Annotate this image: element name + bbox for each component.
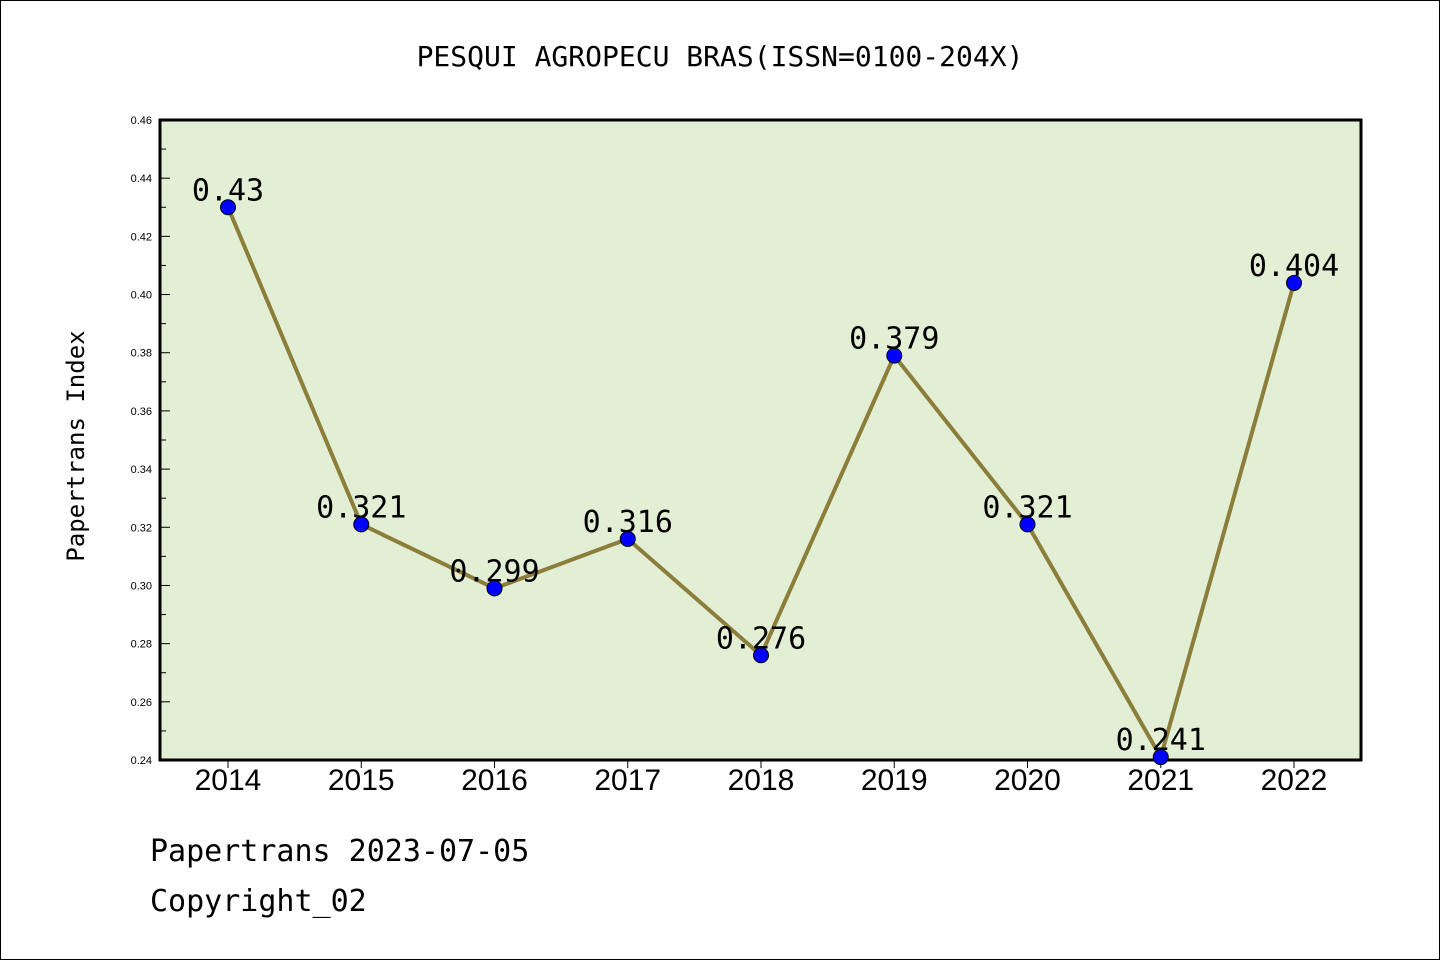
x-axis-ticks: 2014 2015 2016 2017 2018 2019 2020 2021 2022 [195, 760, 1328, 797]
y-tick-label: 0.38 [131, 348, 152, 360]
x-tick-label-2014: 2014 [195, 764, 262, 797]
footer-date: Papertrans 2023-07-05 [150, 834, 530, 869]
x-tick-label-2018: 2018 [728, 764, 795, 797]
data-point-2015 [353, 516, 370, 533]
y-axis-ticks: 0.24 0.26 0.28 0.30 0.32 0.34 0.36 0.38 0.40 0.42… [131, 115, 170, 767]
y-axis-label: Papertrans Index [62, 330, 90, 561]
data-point-2021 [1152, 749, 1169, 766]
data-point-2022 [1286, 274, 1302, 291]
y-tick-label: 0.40 [131, 290, 152, 302]
data-points [220, 199, 1302, 766]
data-label-2017: 0.316 [583, 505, 673, 540]
x-tick-label-2016: 2016 [461, 764, 528, 797]
y-tick-label: 0.46 [131, 115, 152, 127]
x-tick-label-2017: 2017 [594, 764, 661, 797]
y-tick-label: 0.26 [131, 697, 152, 709]
data-label-2022: 0.404 [1249, 249, 1339, 284]
data-label-2014: 0.43 [192, 173, 264, 208]
data-label-2018: 0.276 [716, 621, 806, 656]
y-tick-label: 0.44 [131, 173, 152, 185]
x-tick-label-2021: 2021 [1127, 764, 1194, 797]
data-labels: 0.43 0.321 0.299 0.316 0.276 0.379 0.321 0.241 0… [192, 173, 1339, 758]
data-label-2020: 0.321 [982, 490, 1072, 525]
y-tick-label: 0.36 [131, 406, 152, 418]
data-point-2020 [1019, 516, 1036, 533]
data-point-2017 [619, 530, 636, 547]
data-point-2014 [220, 199, 236, 216]
data-label-2016: 0.299 [449, 554, 539, 589]
footer-copyright: Copyright_02 [150, 884, 367, 919]
data-label-2021: 0.241 [1116, 723, 1206, 758]
data-point-2019 [886, 347, 903, 364]
y-tick-label: 0.24 [131, 755, 152, 767]
x-tick-label-2019: 2019 [861, 764, 928, 797]
plot-area [158, 118, 1363, 762]
data-point-2018 [753, 647, 769, 664]
x-tick-label-2020: 2020 [994, 764, 1061, 797]
data-label-2019: 0.379 [849, 322, 939, 357]
data-label-2015: 0.321 [316, 490, 406, 525]
chart-title: PESQUI AGROPECU BRAS(ISSN=0100-204X) [417, 40, 1024, 73]
data-point-2016 [486, 580, 503, 597]
y-tick-label: 0.28 [131, 639, 152, 651]
x-tick-label-2015: 2015 [328, 764, 395, 797]
x-tick-label-2022: 2022 [1261, 764, 1328, 797]
y-tick-label: 0.32 [131, 522, 152, 534]
y-tick-label: 0.42 [131, 231, 152, 243]
y-tick-label: 0.34 [131, 464, 152, 476]
y-tick-label: 0.30 [131, 580, 152, 592]
